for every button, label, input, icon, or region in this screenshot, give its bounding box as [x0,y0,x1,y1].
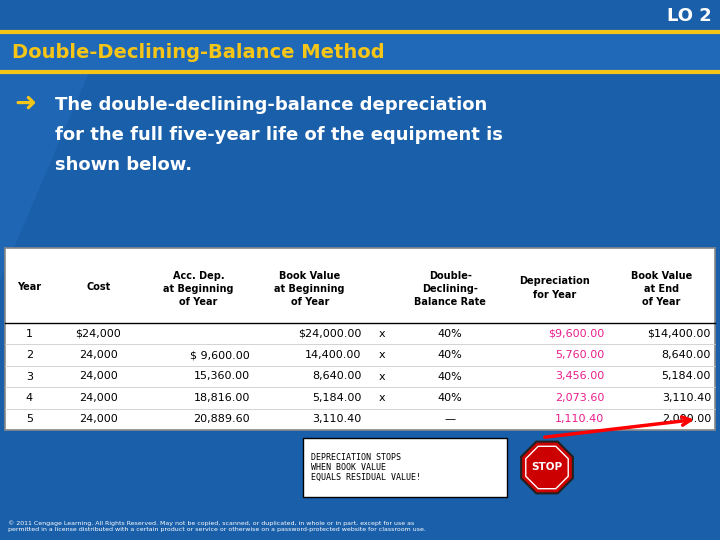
Text: 24,000: 24,000 [79,372,118,381]
Text: 5,184.00: 5,184.00 [312,393,361,403]
Polygon shape [521,442,573,494]
Text: 2: 2 [26,350,33,360]
Text: The double-declining-balance depreciation: The double-declining-balance depreciatio… [55,96,487,114]
Text: 3,110.40: 3,110.40 [312,414,361,424]
Text: for Year: for Year [534,289,577,300]
Text: 20,889.60: 20,889.60 [194,414,250,424]
Text: —: — [445,414,456,424]
Text: for the full five-year life of the equipment is: for the full five-year life of the equip… [55,126,503,144]
Text: Double-: Double- [429,271,472,281]
Text: Acc. Dep.: Acc. Dep. [173,271,225,281]
Text: 1,110.40: 1,110.40 [555,414,604,424]
Text: 2,073.60: 2,073.60 [555,393,604,403]
Text: Declining-: Declining- [423,284,478,294]
Text: x: x [379,372,385,381]
Text: 8,640.00: 8,640.00 [662,350,711,360]
Text: 3: 3 [26,372,33,381]
Text: 24,000: 24,000 [79,414,118,424]
Text: 15,360.00: 15,360.00 [194,372,250,381]
Text: at Beginning: at Beginning [274,284,345,294]
Text: Double-Declining-Balance Method: Double-Declining-Balance Method [12,43,384,62]
Text: $ 9,600.00: $ 9,600.00 [190,350,250,360]
Text: 5,760.00: 5,760.00 [555,350,604,360]
Text: 40%: 40% [438,372,463,381]
Text: 3,110.40: 3,110.40 [662,393,711,403]
Text: 18,816.00: 18,816.00 [194,393,250,403]
Text: 24,000: 24,000 [79,350,118,360]
FancyBboxPatch shape [0,32,720,72]
Text: at End: at End [644,284,679,294]
Text: 5,184.00: 5,184.00 [662,372,711,381]
Text: STOP: STOP [531,462,562,472]
FancyBboxPatch shape [5,248,715,430]
Text: 2,000.00: 2,000.00 [662,414,711,424]
Text: of Year: of Year [291,297,329,307]
Text: 5: 5 [26,414,33,424]
FancyBboxPatch shape [0,0,720,32]
Text: shown below.: shown below. [55,156,192,174]
Text: Balance Rate: Balance Rate [415,297,486,307]
Text: 14,400.00: 14,400.00 [305,350,361,360]
Text: Book Value: Book Value [631,271,692,281]
Text: 1: 1 [26,329,33,339]
Text: ➜: ➜ [14,91,36,117]
Text: x: x [379,329,385,339]
Text: $14,400.00: $14,400.00 [647,329,711,339]
Text: 24,000: 24,000 [79,393,118,403]
Text: of Year: of Year [179,297,217,307]
Text: 4: 4 [26,393,33,403]
Text: $24,000: $24,000 [76,329,121,339]
Text: 40%: 40% [438,393,463,403]
Text: 3,456.00: 3,456.00 [555,372,604,381]
Polygon shape [0,0,120,280]
Text: © 2011 Cengage Learning. All Rights Reserved. May not be copied, scanned, or dup: © 2011 Cengage Learning. All Rights Rese… [8,521,426,532]
Text: 40%: 40% [438,350,463,360]
Text: Cost: Cost [86,282,111,292]
Text: $9,600.00: $9,600.00 [548,329,604,339]
Text: DEPRECIATION STOPS
WHEN BOOK VALUE
EQUALS RESIDUAL VALUE!: DEPRECIATION STOPS WHEN BOOK VALUE EQUAL… [311,453,421,482]
Text: Book Value: Book Value [279,271,341,281]
Text: $24,000.00: $24,000.00 [298,329,361,339]
Text: of Year: of Year [642,297,681,307]
Text: at Beginning: at Beginning [163,284,234,294]
Text: Depreciation: Depreciation [519,276,590,287]
Text: x: x [379,393,385,403]
Text: x: x [379,350,385,360]
Text: 40%: 40% [438,329,463,339]
Text: Year: Year [17,282,42,292]
Text: 8,640.00: 8,640.00 [312,372,361,381]
FancyBboxPatch shape [303,438,507,497]
Text: LO 2: LO 2 [667,7,712,25]
